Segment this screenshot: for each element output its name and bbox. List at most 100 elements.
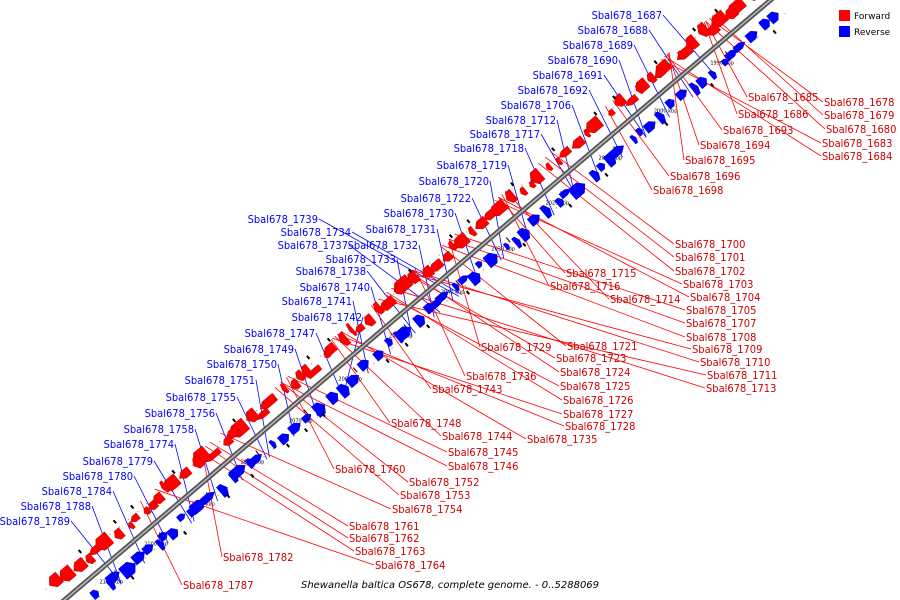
gene-label-sbal678-1749: Sbal678_1749 [224,343,294,356]
gene-label-sbal678-1760: Sbal678_1760 [335,463,405,476]
gene-label-sbal678-1742: Sbal678_1742 [292,311,362,324]
gene-label-sbal678-1683: Sbal678_1683 [822,137,892,150]
track-dot [373,362,375,365]
reverse-gene-arrow [227,471,239,484]
tick-label: 2100 kbp [144,541,168,547]
gene-label-sbal678-1688: Sbal678_1688 [578,24,648,37]
reverse-gene-arrow [595,162,605,173]
track-dot [501,253,503,256]
leader-sbal678-1782 [201,449,223,558]
leader-sbal678-1743 [370,304,432,390]
reverse-gene-arrow [412,314,426,329]
gene-label-sbal678-1708: Sbal678_1708 [686,331,756,344]
forward-gene-arrow [95,531,115,551]
feature-marker [510,181,515,187]
track-dot [45,588,47,590]
gene-label-sbal678-1715: Sbal678_1715 [566,267,636,280]
gene-label-sbal678-1711: Sbal678_1711 [707,369,777,382]
feature-marker [182,530,188,536]
gene-labels: Sbal678_1687 Sbal678_1688 Sbal678_1689 Sbal… [0,9,896,592]
gene-label-sbal678-1761: Sbal678_1761 [349,520,419,533]
track-dot [510,246,512,248]
leader-sbal678-1758 [194,428,219,502]
leader-sbal678-1731 [436,228,454,302]
feature-marker [112,519,117,524]
track-dot [144,556,146,559]
feature-marker [664,121,669,127]
leader-sbal678-1710 [412,269,700,363]
leader-sbal678-1704 [498,196,690,298]
forward-gene-arrow [300,363,316,379]
reverse-gene-arrow [664,98,675,110]
leader-sbal678-1719 [507,164,529,238]
feature-marker [326,337,331,343]
feature-marker [226,493,231,499]
feature-marker [522,242,527,247]
track-dot [153,549,156,551]
reverse-gene-arrow [395,326,411,341]
gene-label-sbal678-1722: Sbal678_1722 [401,192,471,205]
leader-sbal678-1726 [386,291,563,401]
reverse-gene-arrow [642,121,656,134]
track-dot [117,580,119,582]
track-dot [391,347,393,349]
track-dot [272,448,274,450]
gene-label-sbal678-1709: Sbal678_1709 [692,343,762,356]
feature-marker [171,469,176,475]
track-dot [191,464,194,466]
leader-sbal678-1698 [605,105,653,191]
gene-label-sbal678-1720: Sbal678_1720 [419,175,489,188]
track-dot [429,262,431,264]
feature-marker [426,324,431,329]
forward-gene-arrow [324,350,332,359]
gene-label-sbal678-1707: Sbal678_1707 [686,317,756,330]
track-dot [356,324,358,326]
forward-gene-arrow [725,5,740,20]
leader-sbal678-1746 [280,381,448,467]
reverse-gene-arrow [141,544,154,556]
feature-marker [612,95,617,100]
forward-gene-arrow [226,425,241,439]
track-dot [392,293,395,295]
feature-marker [604,172,609,178]
track-dot [603,114,605,117]
forward-gene-arrow [130,512,141,522]
track-dot [136,510,139,513]
gene-label-sbal678-1714: Sbal678_1714 [610,293,680,306]
track-dot [319,355,322,357]
leader-sbal678-1735 [340,330,527,440]
track-dot [190,518,192,520]
gene-label-sbal678-1705: Sbal678_1705 [686,304,756,317]
forward-gene-arrow [260,392,279,410]
gene-label-sbal678-1748: Sbal678_1748 [391,417,461,430]
gene-label-sbal678-1763: Sbal678_1763 [355,545,425,558]
reverse-gene-arrow [474,260,483,269]
reverse-gene-arrow [674,89,687,102]
forward-gene-arrow [128,521,136,530]
reverse-gene-arrow [383,337,393,348]
track-dot [684,98,686,100]
track-dot [118,526,120,528]
gene-label-sbal678-1733: Sbal678_1733 [326,253,396,266]
legend-reverse-swatch [839,26,850,37]
gene-label-sbal678-1693: Sbal678_1693 [723,124,793,137]
track-dot [665,114,668,116]
reverse-gene-arrow [457,275,468,286]
reverse-gene-arrow [602,153,617,168]
feature-marker [692,27,697,32]
gene-label-sbal678-1780: Sbal678_1780 [63,470,133,483]
leader-sbal678-1764 [154,488,375,566]
forward-gene-arrow [571,135,587,149]
track-dot [539,169,541,171]
leader-sbal678-1695 [668,52,685,161]
reverse-gene-arrow [310,402,326,418]
reverse-gene-arrow [567,182,586,201]
gene-label-sbal678-1751: Sbal678_1751 [185,374,255,387]
gene-label-sbal678-1691: Sbal678_1691 [533,69,603,82]
reverse-gene-arrow [176,513,186,523]
leader-sbal678-1711 [378,298,707,376]
feature-marker [130,504,135,510]
track-dot [98,595,101,598]
gene-label-sbal678-1719: Sbal678_1719 [437,159,507,172]
gene-label-sbal678-1779: Sbal678_1779 [83,455,153,468]
